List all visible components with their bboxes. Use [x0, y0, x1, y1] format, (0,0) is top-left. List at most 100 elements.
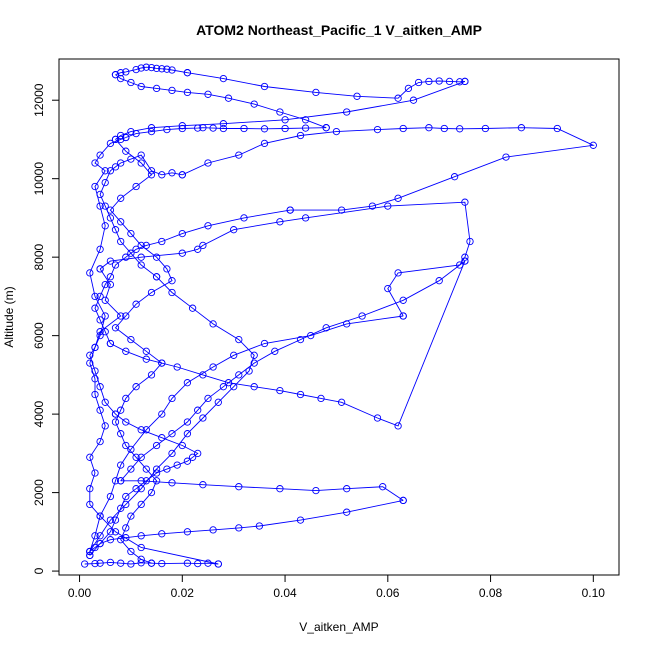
data-point: [481, 124, 490, 133]
data-point: [219, 383, 228, 391]
data-point: [142, 426, 150, 434]
data-point: [194, 559, 202, 568]
data-point: [235, 483, 243, 491]
data-point: [214, 560, 222, 568]
data-point: [517, 124, 526, 132]
data-point: [260, 125, 269, 133]
data-point: [106, 558, 115, 567]
data-point: [183, 88, 192, 97]
data-point: [163, 465, 171, 473]
data-point: [137, 500, 145, 509]
data-point: [301, 124, 310, 132]
series-line: [115, 66, 188, 76]
data-point: [553, 124, 561, 133]
data-point: [502, 153, 510, 161]
data-point: [91, 390, 99, 399]
data-point: [137, 241, 145, 250]
data-point: [106, 280, 115, 289]
data-point: [414, 78, 423, 87]
data-point: [132, 65, 140, 74]
data-point: [122, 500, 130, 509]
data-point: [111, 528, 120, 536]
data-point: [322, 324, 330, 332]
data-point: [137, 151, 145, 159]
data-point: [117, 135, 125, 144]
data-point: [461, 198, 469, 206]
data-point: [435, 77, 443, 85]
data-point: [111, 71, 120, 79]
x-tick-label: 0.00: [68, 586, 92, 600]
data-point: [117, 430, 125, 438]
data-point: [240, 124, 248, 133]
x-tick-label: 0.06: [376, 586, 400, 600]
data-point: [117, 131, 125, 140]
data-point: [91, 543, 99, 552]
data-point: [168, 66, 176, 74]
data-point: [142, 355, 150, 363]
x-tick-label: 0.04: [273, 586, 297, 600]
data-point: [394, 94, 402, 102]
data-point: [183, 418, 192, 426]
data-point: [168, 449, 176, 458]
data-point: [127, 547, 135, 556]
data-point: [425, 77, 433, 86]
data-point: [117, 461, 125, 469]
data-point: [307, 331, 315, 340]
series-line: [89, 276, 255, 552]
data-point: [96, 190, 104, 199]
data-point: [399, 312, 407, 320]
series-line: [89, 315, 404, 552]
data-point: [209, 526, 217, 534]
data-point: [137, 426, 145, 434]
data-point: [409, 96, 418, 104]
data-point: [173, 461, 181, 469]
data-point: [122, 394, 130, 403]
data-point: [183, 430, 192, 438]
y-axis-title: Altitude (m): [2, 286, 16, 347]
data-point: [106, 492, 115, 501]
data-point: [260, 139, 269, 148]
data-point: [250, 383, 258, 391]
data-point: [343, 485, 351, 493]
data-point: [122, 524, 130, 532]
data-point: [106, 214, 115, 222]
data-point: [183, 69, 192, 77]
data-point: [168, 86, 176, 95]
data-point: [111, 410, 120, 418]
data-point: [122, 312, 130, 320]
data-point: [276, 386, 284, 395]
data-point: [158, 171, 166, 179]
data-point: [168, 479, 176, 487]
data-point: [296, 335, 305, 344]
series-line: [89, 137, 126, 415]
data-point: [91, 559, 99, 568]
data-point: [137, 543, 145, 552]
data-point: [117, 406, 125, 414]
chart-title: ATOM2 Northeast_Pacific_1 V_aitken_AMP: [196, 22, 482, 38]
data-point: [117, 237, 125, 246]
data-point: [117, 559, 125, 567]
data-point: [158, 359, 166, 367]
data-point: [111, 324, 120, 332]
data-point: [281, 116, 289, 124]
data-point: [163, 65, 171, 73]
data-point: [111, 477, 120, 485]
series-line: [110, 260, 466, 427]
data-point: [173, 363, 181, 371]
data-point: [122, 441, 130, 450]
y-tick-label: 4000: [32, 400, 46, 427]
data-point: [188, 453, 197, 461]
series-line: [94, 209, 291, 344]
data-point: [158, 65, 166, 73]
data-point: [91, 343, 99, 352]
series-line: [99, 201, 471, 317]
data-point: [589, 141, 597, 149]
data-point: [461, 257, 469, 265]
data-point: [204, 394, 212, 403]
data-point: [194, 124, 202, 132]
data-point: [219, 124, 228, 133]
data-point: [117, 69, 125, 77]
data-point: [96, 559, 104, 567]
data-point: [96, 383, 104, 391]
